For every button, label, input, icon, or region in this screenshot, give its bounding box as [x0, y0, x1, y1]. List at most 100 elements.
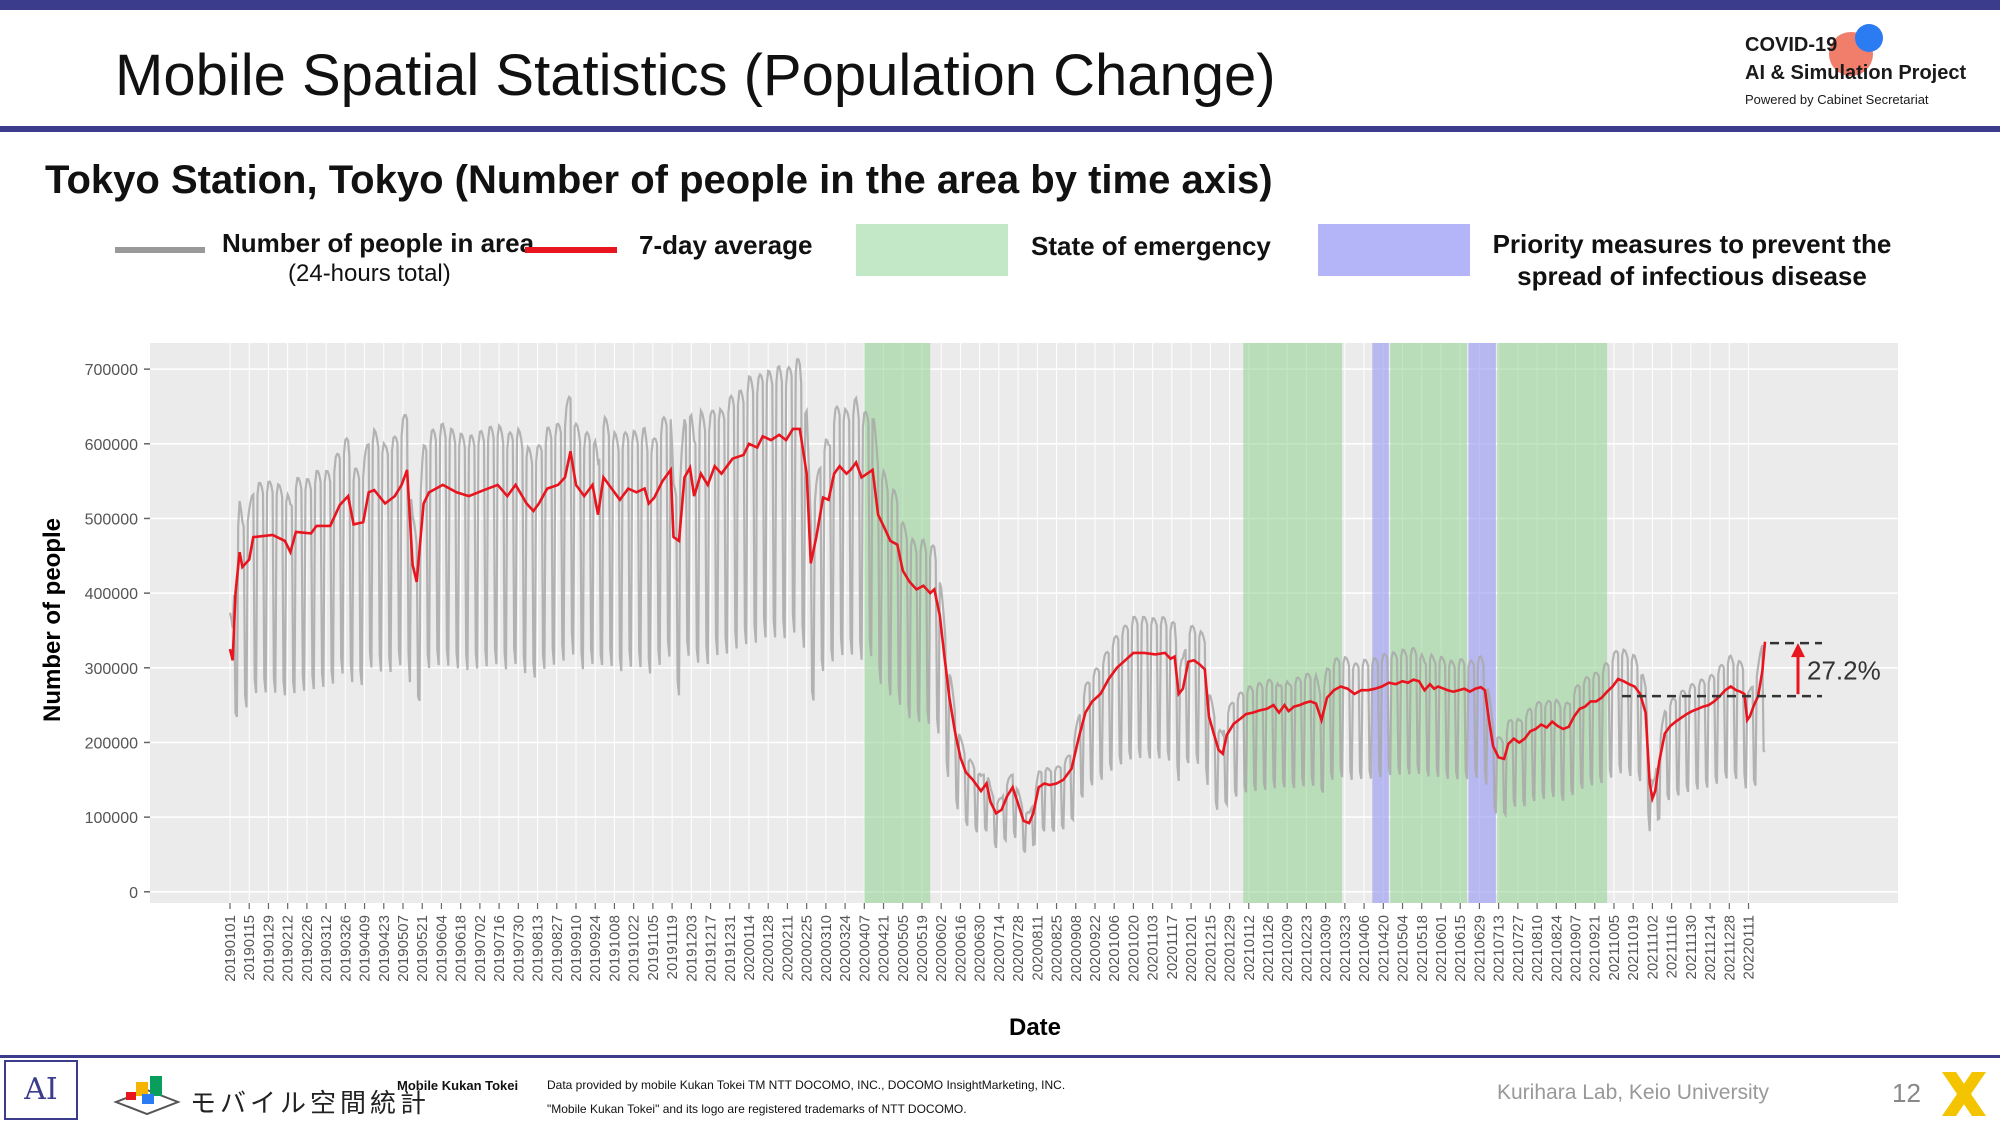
priority-band-1	[1468, 343, 1496, 903]
y-axis-label: Number of people	[39, 518, 66, 722]
legend-priority-line2: spread of infectious disease	[1517, 261, 1867, 291]
x-tick-label-14: 20190716	[491, 915, 508, 982]
slide-title: Mobile Spatial Statistics (Population Ch…	[115, 43, 1276, 108]
x-tick-label-33: 20200407	[856, 915, 873, 982]
x-tick-label-38: 20200616	[952, 915, 969, 982]
x-tick-label-7: 20190409	[357, 915, 374, 982]
population-chart: 0 100000 200000 300000 400000 500000 600000 700…	[39, 343, 1898, 1041]
x-tick-label-10: 20190521	[414, 915, 431, 982]
x-tick-label-32: 20200324	[837, 915, 854, 982]
x-tick-label-17: 20190827	[549, 915, 566, 982]
x-tick-label-27: 20200114	[741, 915, 758, 981]
emergency-band-2	[1390, 343, 1468, 903]
x-tick-label-47: 20201020	[1125, 915, 1142, 982]
legend-daily-label: Number of people in area	[222, 228, 535, 258]
x-tick-label-43: 20200825	[1049, 915, 1066, 982]
x-tick-label-6: 20190326	[337, 915, 354, 982]
x-tick-label-78: 20211228	[1721, 915, 1738, 981]
x-tick-label-59: 20210406	[1356, 915, 1373, 982]
x-tick-label-57: 20210309	[1318, 915, 1335, 982]
x-tick-label-70: 20210907	[1568, 915, 1585, 982]
x-tick-label-21: 20191022	[626, 915, 643, 982]
x-tick-label-16: 20190813	[530, 915, 547, 982]
legend-avg-label: 7-day average	[639, 230, 813, 260]
x-tick-label-4: 20190226	[299, 915, 316, 982]
x-tick-label-72: 20211005	[1606, 915, 1623, 981]
footer-divider	[0, 1055, 2000, 1058]
x-tick-label-77: 20211214	[1702, 915, 1719, 981]
y-tick-label-1: 100000	[85, 810, 138, 827]
x-tick-label-29: 20200211	[779, 915, 796, 981]
x-tick-label-3: 20190212	[280, 915, 297, 982]
x-tick-label-20: 20191008	[606, 915, 623, 982]
x-tick-label-22: 20191105	[645, 915, 662, 981]
top-accent-bar	[0, 0, 2000, 10]
x-tick-label-36: 20200519	[914, 915, 931, 982]
x-tick-label-5: 20190312	[318, 915, 335, 982]
x-tick-label-42: 20200811	[1029, 915, 1046, 981]
y-axis: 0 100000 200000 300000 400000 500000 600000 700…	[85, 362, 150, 902]
x-tick-label-52: 20201229	[1222, 915, 1239, 982]
priority-band-0	[1372, 343, 1389, 903]
x-logo-icon	[1942, 1072, 1986, 1116]
daily-series-line	[228, 358, 1766, 853]
lab-logo: AI	[4, 1060, 78, 1120]
chart-subtitle: Tokyo Station, Tokyo (Number of people i…	[45, 158, 1273, 202]
header-divider	[0, 126, 2000, 132]
x-tick-label-15: 20190730	[510, 915, 527, 982]
legend-avg-swatch	[525, 247, 617, 253]
covid-project-logo: COVID-19 AI & Simulation Project Powered…	[1745, 22, 1985, 117]
x-tick-label-31: 20200310	[818, 915, 835, 982]
x-tick-label-74: 20211102	[1644, 915, 1661, 980]
x-tick-label-69: 20210824	[1548, 915, 1565, 982]
x-tick-label-73: 20211019	[1625, 915, 1642, 981]
x-tick-label-61: 20210504	[1395, 915, 1412, 982]
daily-series	[228, 358, 1766, 853]
legend-priority-line1: Priority measures to prevent the	[1492, 229, 1892, 259]
credit-line2: "Mobile Kukan Tokei" and its logo are re…	[547, 1102, 967, 1116]
x-tick-label-71: 20210921	[1587, 915, 1604, 982]
x-tick-label-46: 20201006	[1106, 915, 1123, 982]
x-tick-label-39: 20200630	[972, 915, 989, 982]
x-tick-label-1: 20190115	[241, 915, 258, 981]
annotation-arrow-head	[1791, 643, 1805, 658]
x-tick-label-9: 20190507	[395, 915, 412, 982]
x-tick-label-66: 20210713	[1491, 915, 1508, 982]
x-tick-label-0: 20190101	[222, 915, 239, 982]
x-tick-label-49: 20201117	[1164, 915, 1181, 980]
lab-name: Kurihara Lab, Keio University	[1497, 1081, 1769, 1104]
x-tick-label-67: 20210727	[1510, 915, 1527, 982]
change-annotation: 27.2%	[1622, 641, 1881, 698]
y-tick-label-2: 200000	[85, 735, 138, 752]
kukan-tokei-en: Mobile Kukan Tokei	[397, 1078, 519, 1093]
x-tick-label-40: 20200714	[991, 915, 1008, 982]
logo-line1: COVID-19	[1745, 34, 1838, 56]
logo-blue-dot	[1855, 24, 1883, 52]
period-bands	[864, 343, 1608, 903]
average-series-line	[228, 427, 1767, 825]
x-tick-label-23: 20191119	[664, 915, 681, 980]
x-tick-label-13: 20190702	[472, 915, 489, 982]
y-tick-label-0: 0	[129, 885, 138, 902]
legend-priority-label: Priority measures to prevent the spread …	[1472, 228, 1912, 292]
legend-priority-swatch	[1318, 224, 1470, 276]
x-axis: 20190101 20190115 20190129 20190212 20190226…	[222, 903, 1758, 982]
credit-line1: Data provided by mobile Kukan Tokei TM N…	[547, 1078, 1066, 1092]
kukan-tokei-cube-icon	[113, 1076, 181, 1116]
x-tick-label-58: 20210323	[1337, 915, 1354, 982]
x-tick-label-35: 20200505	[895, 915, 912, 982]
y-tick-label-6: 600000	[85, 437, 138, 454]
x-tick-label-68: 20210810	[1529, 915, 1546, 982]
x-tick-label-19: 20190924	[587, 915, 604, 982]
x-axis-label: Date	[1009, 1014, 1061, 1041]
x-tick-label-2: 20190129	[260, 915, 277, 982]
x-tick-label-63: 20210601	[1433, 915, 1450, 982]
logo-line3: Powered by Cabinet Secretariat	[1745, 92, 1929, 107]
x-tick-label-37: 20200602	[933, 915, 950, 982]
x-tick-label-79: 20220111	[1741, 915, 1758, 980]
x-tick-label-60: 20210420	[1375, 915, 1392, 982]
logo-line2: AI & Simulation Project	[1745, 62, 1967, 84]
x-tick-label-76: 20211130	[1683, 915, 1700, 980]
legend-daily-swatch	[115, 247, 205, 253]
x-tick-label-50: 20201201	[1183, 915, 1200, 982]
